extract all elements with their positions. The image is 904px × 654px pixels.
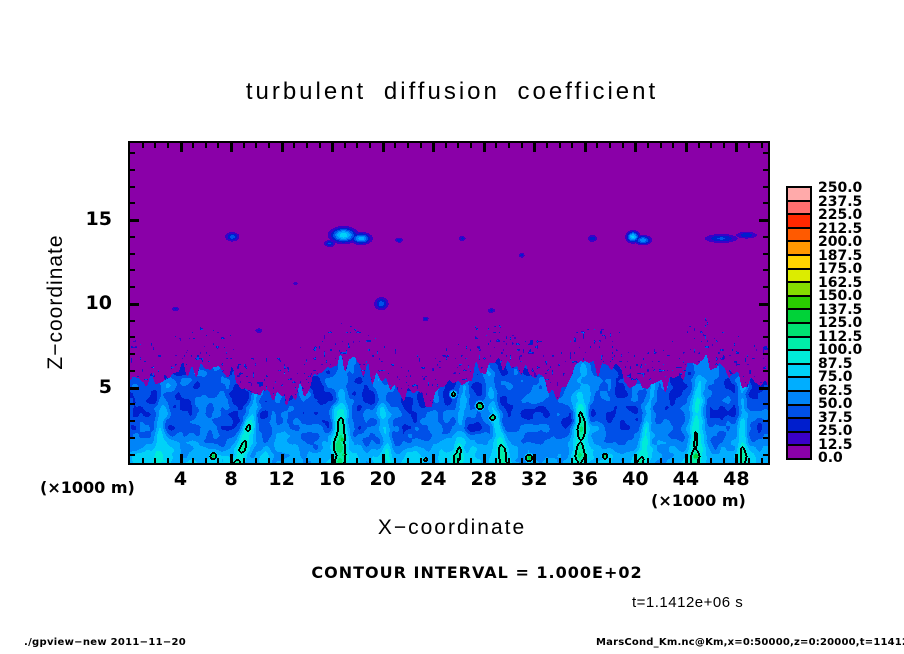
colorbar-cell [788,242,810,256]
x-tick-label: 8 [224,468,238,490]
colorbar-cell [788,337,810,352]
z-tick-label: 15 [85,208,112,231]
colorbar-tick-label: 62.5 [818,382,853,399]
colorbar-cell [788,378,810,392]
z-tick-label: 5 [98,375,112,398]
colorbar-cell [788,364,810,379]
colorbar-tick-label: 175.0 [818,261,863,277]
colorbar-cell [788,446,810,458]
colorbar-cell [788,255,810,270]
colorbar-tick-label: 250.0 [818,180,863,196]
colorbar-tick-label: 237.5 [818,193,863,210]
plot-title: turbulent diffusion coefficient [245,78,659,105]
colorbar-tick-label: 12.5 [818,436,853,453]
colorbar-cell [788,419,810,433]
x-tick-label: 48 [723,468,750,490]
colorbar-tick-label: 162.5 [818,274,863,291]
footer-command: ./gpview−new 2011−11−20 [24,637,187,648]
colorbar-tick-label: 37.5 [818,409,853,426]
x-unit-note-left: (×1000 m) [40,478,135,497]
colorbar-tick-label: 125.0 [818,315,863,331]
x-tick-label: 20 [369,468,396,490]
colorbar-cell [788,432,810,447]
x-tick-label: 24 [419,468,447,490]
colorbar-tick-label: 87.5 [818,355,853,372]
colorbar-tick-label: 112.5 [818,328,863,345]
x-tick-label: 36 [571,468,599,490]
colorbar-tick-label: 200.0 [818,234,863,250]
heatmap-canvas [130,143,768,463]
colorbar-cell [788,391,810,406]
colorbar-cell [788,310,810,324]
colorbar-cell [788,188,810,202]
time-annotation: t=1.1412e+06 s [632,594,744,611]
colorbar-cell [788,215,810,229]
contour-interval-note: CONTOUR INTERVAL = 1.000E+02 [311,563,643,582]
colorbar [786,186,812,460]
x-tick-label: 12 [268,468,295,490]
colorbar-cell [788,323,810,338]
colorbar-cell [788,351,810,365]
colorbar-cell [788,228,810,243]
x-tick-label: 28 [470,468,497,490]
colorbar-tick-label: 0.0 [818,450,843,466]
colorbar-tick-label: 50.0 [818,396,853,412]
plot-frame [128,141,770,465]
colorbar-tick-label: 150.0 [818,288,863,304]
x-tick-label: 4 [173,468,188,490]
colorbar-cell [788,283,810,297]
x-unit-note-right: (×1000 m) [651,491,746,510]
x-axis-label: X−coordinate [377,516,527,539]
colorbar-tick-label: 187.5 [818,247,863,264]
footer-file-info: MarsCond_Km.nc@Km,x=0:50000,z=0:20000,t=… [596,637,904,648]
x-tick-label: 44 [672,468,700,490]
colorbar-cell [788,405,810,420]
z-tick-label: 10 [85,291,112,314]
colorbar-cell [788,201,810,216]
colorbar-tick-label: 75.0 [818,369,853,385]
colorbar-tick-label: 137.5 [818,301,863,318]
x-tick-label: 16 [318,468,346,490]
x-tick-label: 40 [622,468,649,490]
colorbar-cell [788,296,810,311]
colorbar-tick-label: 25.0 [818,423,853,439]
colorbar-tick-label: 212.5 [818,220,863,237]
colorbar-cell [788,269,810,284]
colorbar-tick-label: 225.0 [818,207,863,223]
x-tick-label: 32 [521,468,548,490]
colorbar-tick-label: 100.0 [818,342,863,358]
